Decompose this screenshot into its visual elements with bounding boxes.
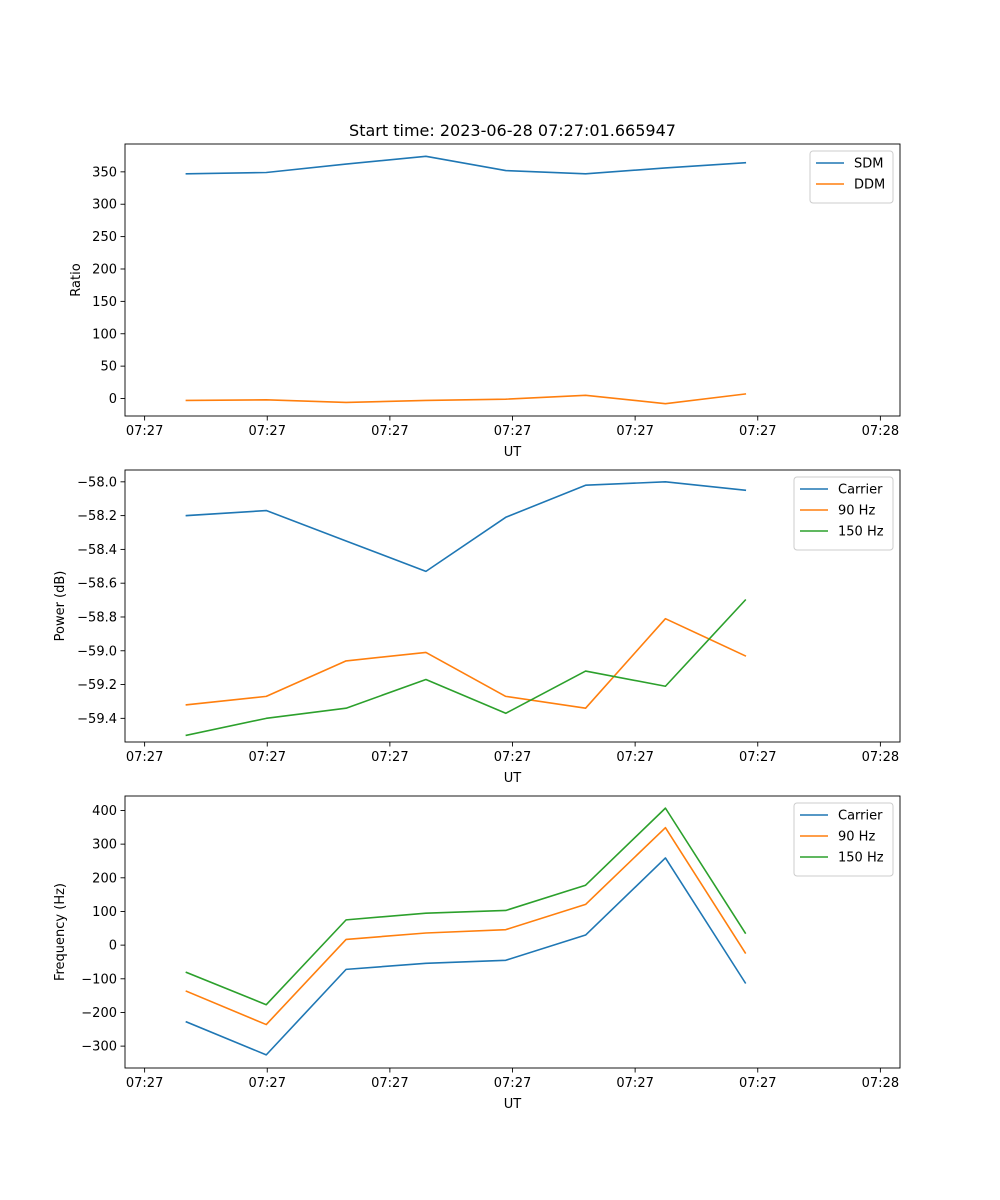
y-tick-label: −58.8: [77, 610, 117, 625]
legend-label: 90 Hz: [838, 830, 875, 845]
y-axis-label: Frequency (Hz): [53, 883, 68, 981]
y-tick-label: 300: [92, 838, 117, 853]
chart-panel-1: 07:27 07:27 07:27 07:27 07:27 07:27 07:28 0 50 10…: [69, 143, 901, 460]
x-tick-label: 07:27: [616, 424, 653, 439]
x-tick-label: 07:27: [126, 750, 163, 765]
legend-box: [809, 150, 894, 204]
legend-label: 150 Hz: [838, 851, 884, 866]
series-line-carrier: [185, 857, 747, 1056]
y-tick-label: −58.4: [77, 543, 117, 558]
series-line-150-hz: [185, 598, 747, 737]
legend-label: DDM: [854, 178, 885, 193]
y-tick-label: 250: [92, 230, 117, 245]
x-tick-label: 07:28: [862, 1076, 899, 1091]
y-tick-label: −300: [81, 1040, 117, 1055]
chart-title: Start time: 2023-06-28 07:27:01.665947: [349, 121, 676, 140]
y-tick-label: −59.0: [77, 644, 117, 659]
series-line-sdm: [185, 155, 747, 175]
series-line-90-hz: [185, 617, 747, 710]
legend-label: SDM: [854, 157, 883, 172]
x-axis-label: UT: [504, 1097, 522, 1112]
legend: Carrier 90 Hz 150 Hz: [793, 476, 894, 551]
x-tick-label: 07:27: [494, 1076, 531, 1091]
y-tick-label: 0: [109, 939, 117, 954]
series-line-90-hz: [185, 826, 747, 1026]
x-tick-label: 07:27: [126, 1076, 163, 1091]
x-tick-label: 07:27: [494, 750, 531, 765]
y-axis-label: Ratio: [69, 263, 84, 296]
y-tick-label: −59.2: [77, 678, 117, 693]
y-tick-label: −59.4: [77, 712, 117, 727]
x-tick-label: 07:27: [739, 1076, 776, 1091]
legend-label: 90 Hz: [838, 504, 875, 519]
x-tick-label: 07:28: [862, 750, 899, 765]
legend: Carrier 90 Hz 150 Hz: [793, 802, 894, 877]
legend-label: Carrier: [838, 483, 883, 498]
y-tick-label: 50: [100, 360, 117, 375]
y-axis-label: Power (dB): [53, 571, 68, 642]
y-tick-label: 0: [109, 392, 117, 407]
x-tick-label: 07:27: [249, 750, 286, 765]
series-line-150-hz: [185, 807, 747, 1006]
y-tick-label: 100: [92, 327, 117, 342]
x-tick-label: 07:27: [371, 1076, 408, 1091]
x-tick-label: 07:27: [371, 424, 408, 439]
x-tick-label: 07:27: [616, 750, 653, 765]
x-tick-label: 07:27: [249, 424, 286, 439]
y-tick-label: −58.6: [77, 577, 117, 592]
chart-panel-3: 07:27 07:27 07:27 07:27 07:27 07:27 07:28 −300 −…: [53, 795, 901, 1112]
y-tick-label: 150: [92, 295, 117, 310]
y-tick-label: 200: [92, 262, 117, 277]
series-line-carrier: [185, 481, 747, 573]
x-tick-label: 07:28: [862, 424, 899, 439]
chart-panel-2: 07:27 07:27 07:27 07:27 07:27 07:27 07:28 −59.4…: [53, 469, 901, 786]
y-tick-label: −58.2: [77, 509, 117, 524]
legend: SDM DDM: [809, 150, 894, 204]
x-tick-label: 07:27: [494, 424, 531, 439]
x-axis-label: UT: [504, 771, 522, 786]
y-tick-label: 200: [92, 871, 117, 886]
y-tick-label: 350: [92, 165, 117, 180]
y-tick-label: 300: [92, 198, 117, 213]
x-tick-label: 07:27: [126, 424, 163, 439]
x-tick-label: 07:27: [739, 424, 776, 439]
x-tick-label: 07:27: [739, 750, 776, 765]
y-tick-label: 100: [92, 905, 117, 920]
y-tick-label: −58.0: [77, 475, 117, 490]
x-tick-label: 07:27: [249, 1076, 286, 1091]
x-tick-label: 07:27: [616, 1076, 653, 1091]
legend-label: 150 Hz: [838, 525, 884, 540]
x-axis-label: UT: [504, 445, 522, 460]
y-tick-label: −200: [81, 1006, 117, 1021]
series-line-ddm: [185, 393, 747, 405]
legend-label: Carrier: [838, 809, 883, 824]
y-tick-label: −100: [81, 972, 117, 987]
x-tick-label: 07:27: [371, 750, 408, 765]
y-tick-label: 400: [92, 804, 117, 819]
